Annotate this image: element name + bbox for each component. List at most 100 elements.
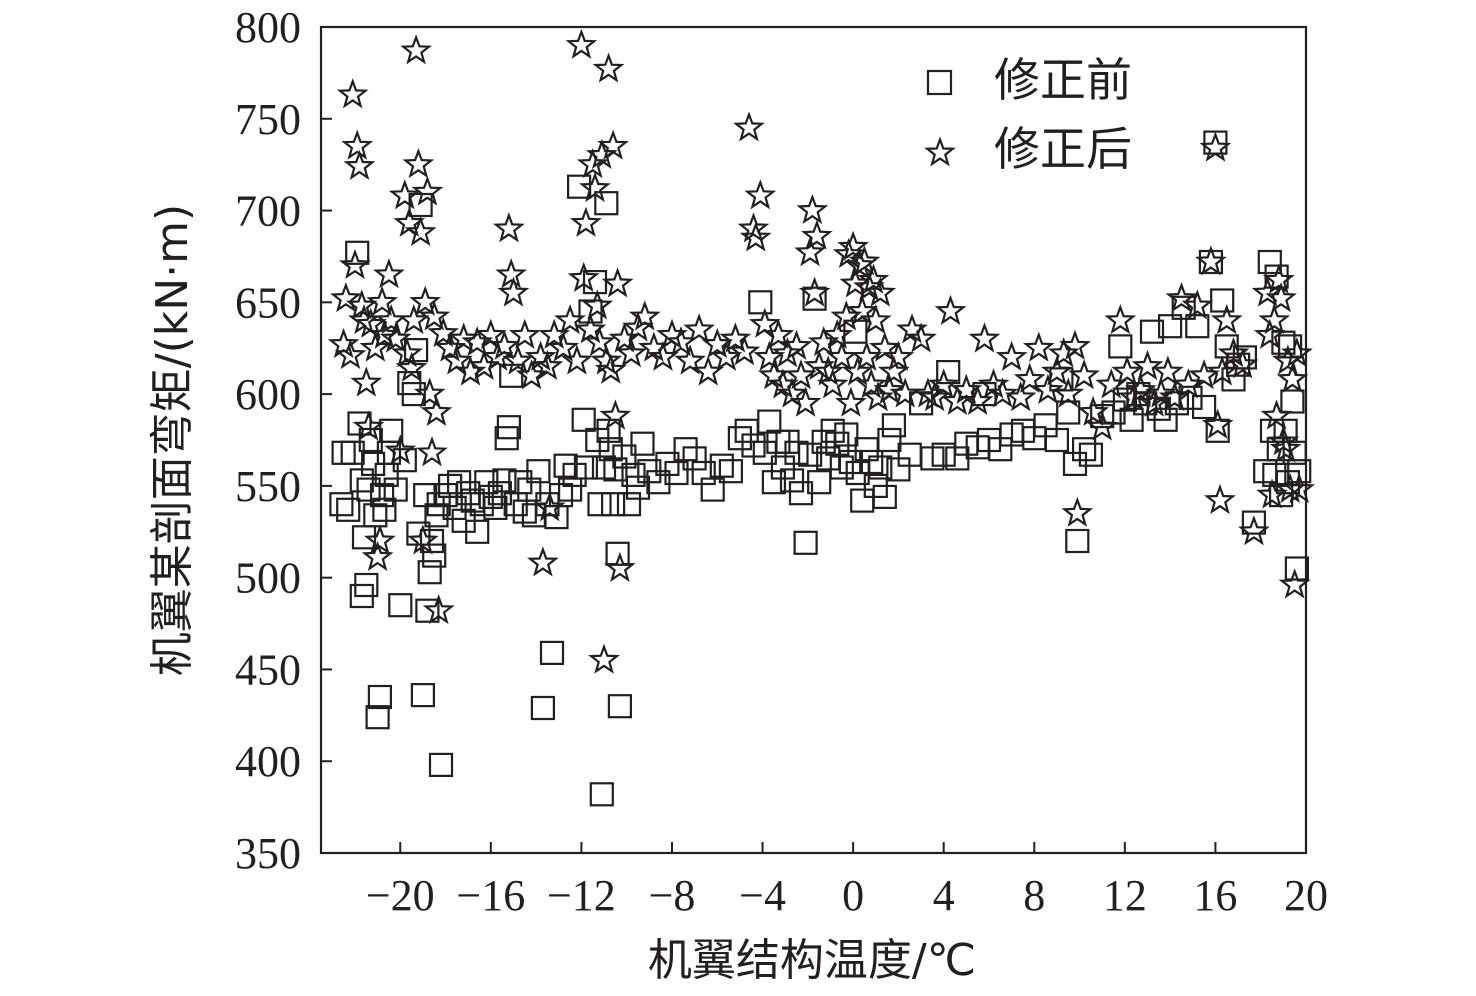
square-point [413, 483, 438, 508]
legend-star-marker [924, 136, 956, 167]
square-point [761, 470, 787, 495]
star-point [366, 285, 399, 316]
square-point [492, 468, 517, 493]
star-point [1206, 355, 1239, 386]
star-point [411, 175, 444, 206]
data-points [327, 28, 1316, 807]
square-point [329, 492, 354, 517]
plot-frame [319, 25, 1308, 855]
star-point [533, 491, 566, 522]
star-point [388, 179, 421, 210]
star-point [407, 524, 439, 555]
y-tick-label: 750 [235, 95, 301, 144]
square-point [589, 782, 614, 807]
star-point [418, 300, 451, 331]
square-point [691, 460, 716, 486]
square-point [428, 752, 454, 778]
star-point [350, 366, 383, 397]
legend-label-before: 修正前 [994, 53, 1132, 107]
star-point [674, 344, 706, 375]
y-tick-label: 700 [235, 187, 301, 236]
square-point [748, 290, 773, 315]
star-point [905, 322, 937, 353]
star-point [1274, 472, 1307, 504]
star-point [1022, 331, 1055, 362]
star-point [497, 276, 530, 307]
square-point [616, 492, 642, 517]
star-point [1047, 337, 1080, 368]
star-point [334, 338, 367, 370]
square-point [1280, 389, 1305, 414]
square-point [1056, 400, 1081, 425]
square-point [1241, 510, 1267, 535]
square-point [367, 684, 392, 710]
star-point [395, 351, 428, 382]
square-point [607, 694, 633, 719]
star-point [601, 267, 634, 298]
square-point [419, 528, 445, 554]
square-point [630, 431, 655, 456]
star-point [531, 349, 564, 381]
star-point [927, 368, 960, 399]
star-point [789, 386, 822, 417]
square-point [358, 427, 383, 453]
star-point [1068, 359, 1100, 390]
square-point [331, 440, 356, 465]
square-point [797, 442, 823, 467]
star-point [961, 384, 994, 415]
square-point [539, 640, 565, 666]
square-point [573, 455, 599, 480]
square-point [793, 530, 818, 555]
star-point [683, 313, 716, 344]
star-point [1265, 282, 1297, 313]
star-point [343, 149, 376, 180]
star-point [692, 355, 725, 386]
x-tick-label: 4 [933, 871, 955, 920]
square-point [1232, 345, 1258, 370]
square-point [877, 427, 902, 453]
x-tick-label: −4 [739, 871, 786, 920]
square-point [802, 286, 827, 311]
star-point [995, 340, 1028, 371]
star-point [1269, 432, 1302, 463]
star-point [402, 148, 435, 179]
y-tick-label: 650 [235, 278, 301, 327]
square-point [600, 492, 626, 517]
star-point [934, 294, 967, 325]
square-point [825, 431, 850, 456]
square-point [465, 519, 490, 544]
y-axis-title: 机翼某剖面弯矩/(kN·m) [147, 204, 198, 676]
star-point [339, 248, 371, 280]
square-point [1287, 459, 1312, 484]
square-point [603, 457, 628, 482]
star-point [336, 78, 369, 109]
star-point [361, 540, 394, 571]
star-point [570, 206, 602, 237]
square-point [1139, 319, 1165, 344]
star-point [1145, 377, 1177, 408]
star-point [1278, 568, 1311, 599]
star-point [748, 307, 781, 338]
square-point [571, 407, 596, 432]
square-point [605, 541, 630, 566]
x-axis-title: 机翼结构温度/℃ [648, 935, 976, 986]
star-point [373, 258, 405, 289]
star-point [615, 337, 648, 368]
star-point [579, 171, 611, 203]
star-point [807, 326, 840, 357]
star-point [710, 340, 743, 371]
star-point [1251, 276, 1284, 307]
star-point [733, 111, 765, 142]
square-point [363, 503, 388, 528]
star-point [796, 193, 829, 225]
x-tick-label: −20 [366, 871, 435, 920]
legend-square-marker [926, 69, 953, 96]
star-point [594, 353, 627, 384]
y-tick-label: 600 [235, 370, 301, 419]
square-point [483, 495, 508, 520]
y-tick-label: 450 [235, 645, 301, 694]
star-point [461, 326, 494, 357]
square-point [872, 484, 897, 509]
square-point [664, 460, 689, 486]
